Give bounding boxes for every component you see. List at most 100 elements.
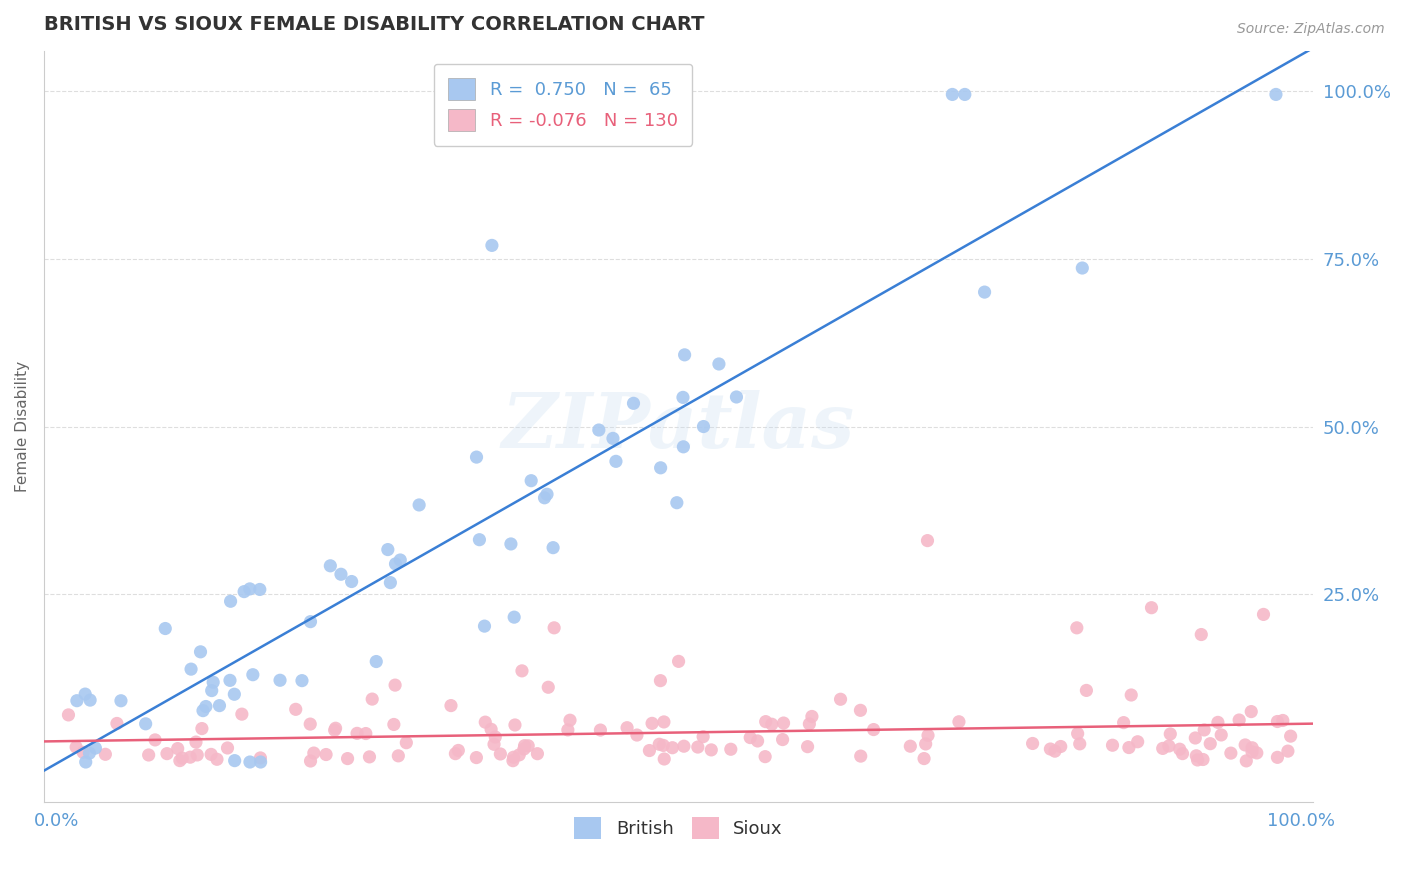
Point (299, 717, 322, 731)
Point (1199, 737, 1222, 751)
Point (1121, 688, 1143, 702)
Point (382, 717, 405, 731)
Point (1066, 726, 1088, 740)
Point (638, 743, 661, 757)
Point (135, 716, 157, 731)
Point (180, 662, 202, 676)
Point (1267, 750, 1289, 764)
Point (84, 741, 107, 756)
Point (605, 454, 627, 468)
Point (219, 594, 242, 608)
Point (474, 715, 496, 730)
Point (707, 357, 730, 371)
Point (725, 390, 748, 404)
Point (1240, 705, 1263, 719)
Point (447, 743, 470, 757)
Point (444, 747, 467, 761)
Point (191, 704, 214, 718)
Point (208, 698, 231, 713)
Point (489, 747, 512, 761)
Point (720, 742, 742, 756)
Point (692, 419, 714, 434)
Point (1234, 754, 1257, 768)
Point (186, 747, 208, 762)
Point (269, 673, 291, 688)
Point (191, 722, 214, 736)
Point (219, 673, 242, 688)
Point (558, 713, 581, 727)
Point (465, 750, 488, 764)
Point (1140, 600, 1163, 615)
Point (474, 619, 496, 633)
Point (1219, 746, 1241, 760)
Point (800, 709, 823, 723)
Point (1157, 739, 1180, 753)
Point (354, 726, 377, 740)
Point (948, 714, 970, 729)
Point (408, 498, 430, 512)
Point (747, 734, 769, 748)
Point (536, 487, 558, 501)
Y-axis label: Female Disability: Female Disability (15, 361, 30, 492)
Point (648, 737, 671, 751)
Point (623, 396, 645, 410)
Point (325, 721, 347, 735)
Point (672, 440, 695, 454)
Point (1049, 739, 1071, 754)
Point (772, 716, 794, 731)
Point (201, 683, 224, 698)
Point (849, 749, 872, 764)
Point (661, 740, 683, 755)
Point (616, 721, 638, 735)
Point (849, 703, 872, 717)
Point (239, 582, 262, 596)
Point (202, 675, 225, 690)
Point (284, 702, 307, 716)
Point (249, 751, 271, 765)
Point (302, 746, 325, 760)
Point (299, 615, 322, 629)
Point (384, 557, 406, 571)
Point (65, 740, 87, 755)
Point (517, 739, 540, 753)
Point (346, 726, 368, 740)
Point (1069, 737, 1091, 751)
Point (105, 716, 128, 731)
Point (1118, 740, 1140, 755)
Point (190, 645, 212, 659)
Point (862, 723, 884, 737)
Point (249, 755, 271, 769)
Point (366, 655, 388, 669)
Point (502, 754, 524, 768)
Point (1039, 742, 1062, 756)
Point (384, 678, 406, 692)
Point (481, 238, 503, 252)
Point (299, 754, 322, 768)
Point (499, 537, 522, 551)
Point (319, 558, 342, 573)
Point (440, 698, 463, 713)
Point (510, 664, 533, 678)
Point (1267, 714, 1289, 729)
Point (941, 87, 963, 102)
Point (799, 717, 821, 731)
Point (692, 730, 714, 744)
Point (330, 567, 353, 582)
Point (502, 750, 524, 764)
Point (75, 687, 97, 701)
Point (340, 574, 363, 589)
Point (740, 731, 762, 745)
Text: BRITISH VS SIOUX FEMALE DISABILITY CORRELATION CHART: BRITISH VS SIOUX FEMALE DISABILITY CORRE… (44, 15, 704, 34)
Point (239, 755, 262, 769)
Point (169, 754, 191, 768)
Point (205, 752, 228, 766)
Point (508, 747, 530, 762)
Point (468, 533, 491, 547)
Point (650, 673, 672, 688)
Point (796, 739, 818, 754)
Point (1101, 738, 1123, 752)
Point (479, 723, 502, 737)
Point (66, 694, 89, 708)
Point (156, 747, 179, 761)
Point (380, 575, 402, 590)
